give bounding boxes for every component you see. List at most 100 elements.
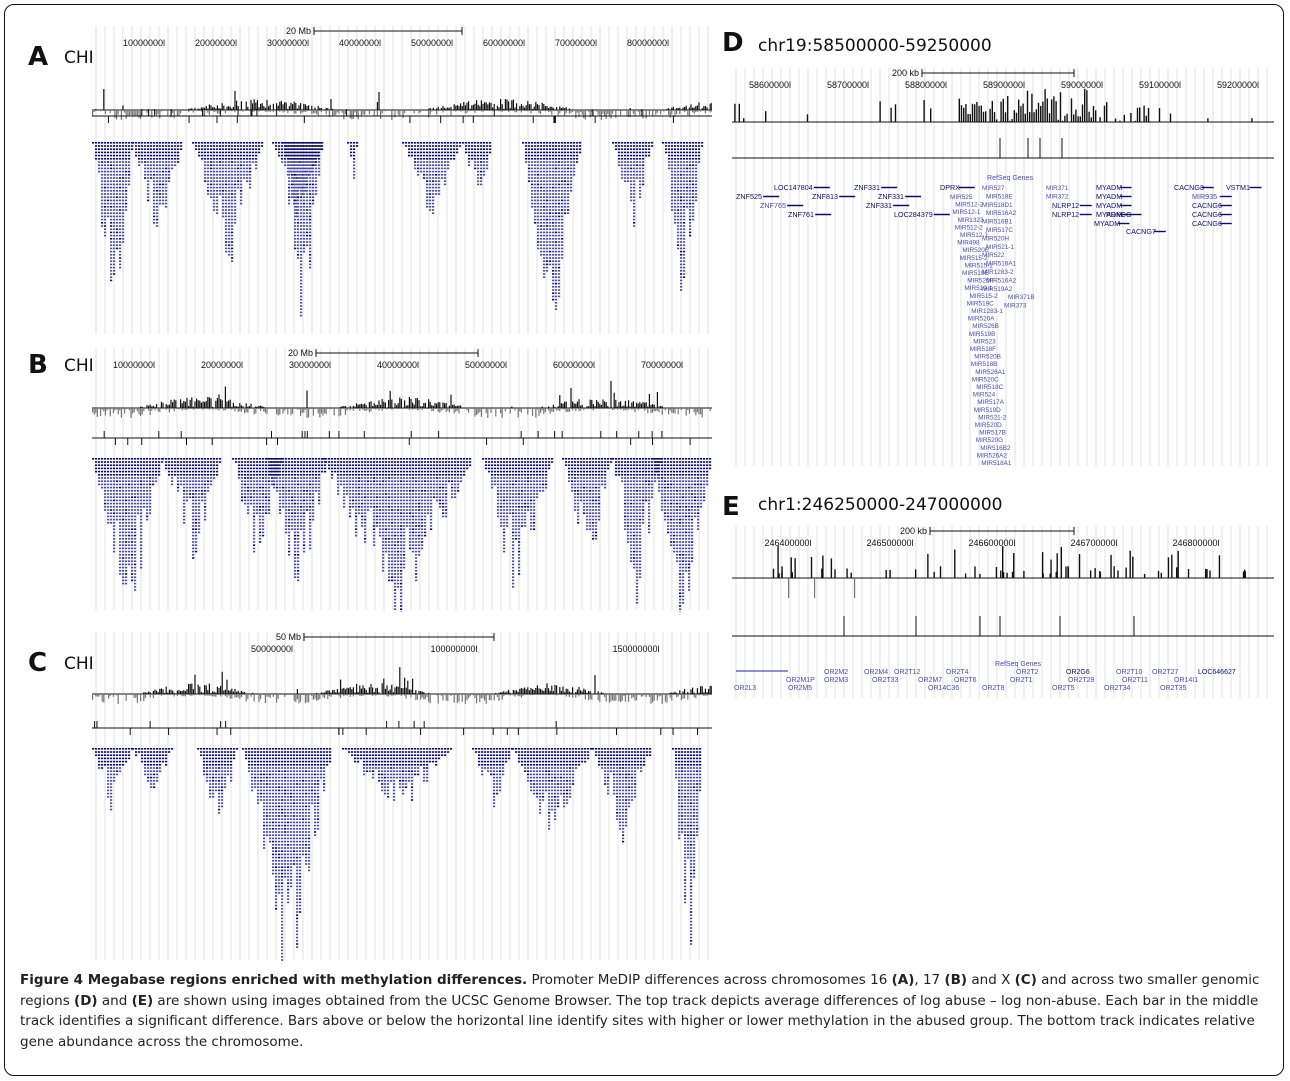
- mir-gene-label: MIR1283-2: [982, 269, 1014, 276]
- mir-gene-label: MIR525: [950, 194, 973, 201]
- ruler-tick-label: 50000000l: [465, 360, 507, 370]
- gene-label-or2m5: OR2M5: [788, 685, 812, 692]
- gene-label-myadm: MYADM: [1096, 183, 1122, 192]
- ruler-tick-label: 246800000l: [1172, 538, 1219, 548]
- significance-track: [92, 109, 712, 123]
- gene-label-nlrp12: NLRP12: [1052, 210, 1079, 219]
- mir-gene-label: MIR519E: [962, 270, 989, 277]
- mir-gene-label: MIR518B: [971, 361, 998, 368]
- scale-bar-label: 200 kb: [900, 526, 927, 536]
- gene-label-or2t27: OR2T27: [1152, 669, 1179, 676]
- panel-b-browser: 20 Mb 10000000l 20000000l 30000000l 40000000…: [92, 346, 712, 612]
- mir-gene-label: MIR518E: [986, 193, 1013, 200]
- mir-gene-label: MIR516B2: [980, 445, 1011, 452]
- panel-title-d: chr19:58500000-59250000: [758, 36, 992, 56]
- mir-gene-label: MIR516B1: [982, 219, 1013, 226]
- pD-tracks: 200 kb 58600000l 58700000l 58800000l 5890000…: [732, 68, 1274, 467]
- scale-bar-label: 200 kb: [892, 68, 919, 78]
- gene-label-znf813: ZNF813: [812, 192, 838, 201]
- gene-label-znf331: ZNF331: [866, 201, 892, 210]
- gene-label-or2t4: OR2T4: [946, 669, 969, 676]
- caption-ref-a: (A): [891, 972, 915, 988]
- mir-gene-label: MIR372: [1046, 193, 1069, 200]
- gene-label-or2t12: OR2T12: [894, 669, 921, 676]
- caption-ref-e: (E): [131, 992, 154, 1009]
- mir-gene-label: MIR520B: [974, 354, 1001, 361]
- mir-gene-label: MIR519D: [974, 407, 1001, 414]
- caption-post: are shown using images obtained from the…: [20, 992, 1259, 1050]
- ruler-tick-label: 10000000l: [113, 360, 155, 370]
- gene-label-mir935: MIR935: [1192, 192, 1217, 201]
- gene-label-or2m3: OR2M3: [824, 677, 848, 684]
- mir-gene-label: MIR521-1: [986, 244, 1015, 251]
- gene-label-znf761: ZNF761: [788, 210, 814, 219]
- gene-density-track: [92, 458, 712, 612]
- gene-label-or2m7: OR2M7: [918, 677, 942, 684]
- ruler-tick-label: 59000000l: [1061, 80, 1103, 90]
- gene-label-or2t35: OR2T35: [1160, 685, 1187, 692]
- gene-label-or2m1p: OR2M1P: [786, 677, 815, 684]
- ruler-tick-label: 246600000l: [968, 538, 1015, 548]
- significance-track: [92, 431, 712, 445]
- pA-tracks: 20 Mb 10000000l 20000000l 30000000l 40000000…: [92, 26, 712, 334]
- significance-track: [732, 616, 1274, 637]
- panel-e-browser: 200 kb 246400000l 246500000l 246600000l 2467…: [732, 524, 1274, 700]
- gene-label-loc646627: LOC646627: [1198, 669, 1236, 676]
- caption-mid1: , 17: [914, 972, 945, 988]
- panel-a-browser: 20 Mb 10000000l 20000000l 30000000l 40000000…: [92, 24, 712, 336]
- mir-gene-label: MIR512-1: [952, 209, 981, 216]
- ruler-tick-label: 246500000l: [866, 538, 913, 548]
- gene-label-znf331: ZNF331: [854, 183, 880, 192]
- ruler-tick-label: 246700000l: [1070, 538, 1117, 548]
- ruler: 20 Mb 10000000l 20000000l 30000000l 40000000…: [95, 26, 709, 334]
- mir-gene-label: MIR526B: [972, 323, 999, 330]
- gene-label-cacng6: CACNG6: [1192, 219, 1222, 228]
- scale-bar-label: 20 Mb: [288, 348, 313, 358]
- mir-gene-label: MIR518A1: [981, 460, 1012, 467]
- caption-ref-b: (B): [944, 972, 968, 988]
- caption-mid3: and across two smaller genomic regions: [20, 972, 1260, 1009]
- mir-gene-label: MIR524: [973, 392, 996, 399]
- ruler-tick-label: 20000000l: [201, 360, 243, 370]
- mir-gene-label: MIR512-2: [955, 202, 984, 209]
- difference-track: [92, 89, 712, 120]
- gene-label-myadm: MYADM: [1096, 201, 1122, 210]
- panel-d-browser: 200 kb 58600000l 58700000l 58800000l 5890000…: [732, 66, 1274, 468]
- mir-gene-label: MIR517C: [986, 227, 1013, 234]
- panel-title-e: chr1:246250000-247000000: [758, 495, 1003, 515]
- mir-gene-label: MIR523: [973, 338, 996, 345]
- ruler-tick-label: 58800000l: [905, 80, 947, 90]
- ruler-tick-label: 246400000l: [764, 538, 811, 548]
- mir-gene-label: MIR1283-1: [971, 308, 1003, 315]
- panel-letter-b: B: [28, 350, 48, 380]
- mir-gene-label: MIR518D1: [982, 202, 1013, 209]
- ruler-tick-label: 80000000l: [627, 38, 669, 48]
- caption-ref-d: (D): [74, 992, 98, 1009]
- mir-gene-label: MIR519B: [969, 331, 996, 338]
- ruler-tick-label: 10000000l: [123, 38, 165, 48]
- gene-label-or2t6: OR2T6: [954, 677, 977, 684]
- gene-label-myadm: MYADM: [1096, 210, 1122, 219]
- gene-label-cacng6: CACNG6: [1192, 201, 1222, 210]
- gene-label-znf765: ZNF765: [760, 201, 786, 210]
- mir-gene-label: MIR520E: [962, 247, 989, 254]
- gene-label-or2m2: OR2M2: [824, 669, 848, 676]
- pC-tracks: 50 Mb 50000000l 100000000l 150000000l: [92, 632, 712, 961]
- ruler-tick-label: 50000000l: [411, 38, 453, 48]
- mir-gene-label: MIR516A2: [986, 277, 1017, 284]
- pB-tracks: 20 Mb 10000000l 20000000l 30000000l 40000000…: [92, 348, 712, 612]
- mir-gene-label: MIR519-1: [964, 285, 993, 292]
- scale-bar-label: 50 Mb: [276, 632, 301, 642]
- gene-label-loc147804: LOC147804: [774, 183, 813, 192]
- significance-track: [732, 138, 1274, 159]
- ruler-tick-label: 59100000l: [1139, 80, 1181, 90]
- mir-gene-label: MIR517A: [977, 399, 1004, 406]
- figure-caption: Figure 4 Megabase regions enriched with …: [20, 970, 1275, 1052]
- gene-label-or2t33: OR2T33: [872, 677, 899, 684]
- ruler-tick-label: 60000000l: [553, 360, 595, 370]
- mir-gene-label: MIR516A1: [986, 261, 1017, 268]
- caption-pre: Promoter MeDIP differences across chromo…: [527, 972, 892, 988]
- panel-letter-a: A: [28, 42, 49, 72]
